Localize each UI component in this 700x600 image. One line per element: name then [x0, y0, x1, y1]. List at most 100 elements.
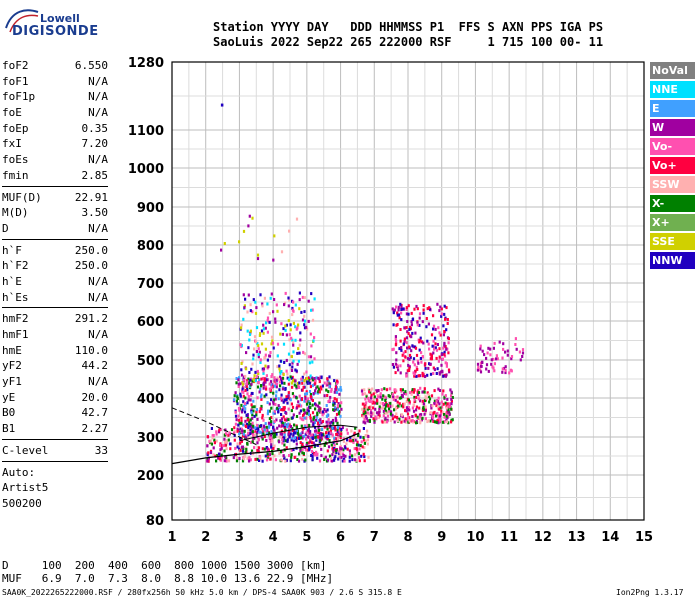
echo-point — [437, 326, 440, 330]
echo-point — [426, 307, 429, 311]
echo-point — [220, 446, 223, 450]
echo-point — [275, 382, 279, 386]
echo-point — [232, 431, 236, 435]
echo-point — [237, 382, 240, 386]
echo-point — [379, 395, 382, 399]
echo-point — [223, 459, 226, 463]
echo-point — [234, 391, 237, 395]
echo-point — [435, 414, 438, 418]
echo-point — [265, 374, 268, 378]
echo-point — [246, 442, 249, 446]
echo-point — [376, 401, 379, 405]
echo-point — [314, 379, 317, 383]
echo-point — [311, 403, 314, 407]
param-value: 3.50 — [81, 206, 109, 220]
echo-point — [325, 431, 328, 434]
echo-point — [333, 451, 336, 455]
echo-point — [415, 374, 418, 378]
echo-point — [361, 407, 364, 411]
echo-point — [269, 351, 272, 354]
echo-point — [270, 375, 273, 378]
echo-point — [443, 420, 446, 424]
echo-point — [303, 372, 306, 376]
echo-point — [242, 229, 246, 233]
echo-point — [263, 378, 266, 382]
echo-point — [445, 420, 449, 424]
echo-point — [330, 443, 333, 447]
echo-point — [236, 442, 239, 446]
echo-point — [415, 396, 418, 399]
echo-point — [333, 443, 336, 447]
echo-point — [287, 378, 291, 382]
echo-point — [352, 435, 355, 439]
parameter-panel: foF2 6.550 foF1 N/A foF1p N/A foE N/A foEp 0.35 fx… — [2, 58, 108, 512]
echo-point — [486, 351, 489, 355]
echo-point — [268, 402, 271, 406]
param-name: foEs — [2, 153, 29, 167]
echo-point — [259, 358, 262, 362]
echo-point — [310, 308, 313, 312]
x-tick-label: 6 — [336, 530, 345, 545]
echo-point — [411, 388, 414, 392]
echo-point — [256, 441, 259, 445]
echo-point — [282, 373, 285, 376]
logo-digisonde: DIGISONDE — [12, 24, 99, 39]
echo-point — [305, 443, 308, 447]
echo-point — [303, 296, 306, 300]
echo-point — [234, 422, 237, 426]
echo-point — [299, 436, 302, 440]
echo-point — [350, 429, 353, 433]
echo-point — [253, 374, 256, 378]
echo-point — [476, 362, 480, 366]
echo-point — [242, 385, 245, 389]
param-row: foF1 N/A — [2, 74, 108, 90]
echo-point — [259, 395, 263, 399]
echo-point — [287, 304, 290, 308]
echo-point — [239, 441, 242, 445]
echo-point — [265, 321, 268, 325]
echo-point — [311, 360, 314, 364]
echo-point — [445, 362, 448, 366]
echo-point — [405, 406, 408, 410]
echo-point — [284, 324, 287, 328]
echo-point — [353, 431, 356, 435]
echo-point — [423, 387, 426, 391]
echo-point — [236, 397, 239, 400]
echo-point — [269, 423, 273, 426]
echo-point — [248, 420, 251, 424]
echo-point — [320, 387, 323, 391]
echo-point — [330, 420, 333, 424]
echo-point — [340, 401, 343, 405]
echo-point — [257, 450, 260, 454]
param-name: hmE — [2, 343, 22, 357]
echo-point — [241, 389, 244, 393]
echo-point — [276, 406, 279, 410]
echo-point — [303, 399, 306, 403]
echo-point — [301, 443, 304, 446]
echo-point — [346, 438, 349, 442]
echo-point — [247, 426, 250, 429]
echo-point — [422, 341, 425, 345]
echo-point — [521, 355, 524, 358]
echo-point — [300, 377, 303, 381]
echo-point — [340, 388, 343, 392]
echo-point — [243, 304, 246, 308]
echo-point — [242, 457, 246, 461]
echo-point — [283, 408, 286, 412]
echo-point — [266, 330, 269, 334]
echo-point — [307, 409, 310, 413]
echo-point — [258, 459, 261, 462]
echo-point — [419, 336, 422, 340]
echo-point — [252, 409, 255, 413]
echo-point — [437, 359, 440, 363]
echo-point — [326, 427, 329, 431]
echo-point — [314, 425, 317, 429]
echo-point — [351, 458, 354, 462]
echo-point — [268, 320, 271, 324]
echo-point — [413, 307, 416, 311]
echo-point — [389, 412, 392, 416]
echo-point — [292, 394, 296, 398]
echo-point — [402, 405, 405, 409]
echo-point — [267, 421, 271, 425]
echo-point — [279, 377, 283, 381]
